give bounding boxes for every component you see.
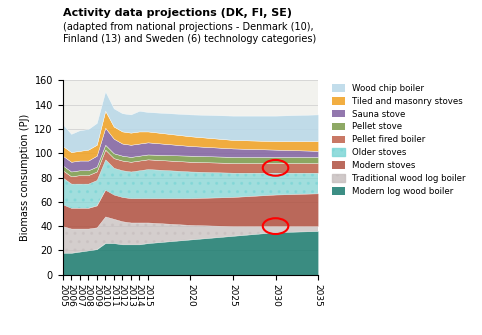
Text: Activity data projections (DK, FI, SE): Activity data projections (DK, FI, SE) <box>63 8 292 18</box>
Y-axis label: Biomass consumption (PJ): Biomass consumption (PJ) <box>20 114 30 241</box>
Text: (adapted from national projections - Denmark (10),: (adapted from national projections - Den… <box>63 22 313 32</box>
Text: Finland (13) and Sweden (6) technology categories): Finland (13) and Sweden (6) technology c… <box>63 34 316 44</box>
Legend: Wood chip boiler, Tiled and masonry stoves, Sauna stove, Pellet stove, Pellet fi: Wood chip boiler, Tiled and masonry stov… <box>328 80 469 199</box>
